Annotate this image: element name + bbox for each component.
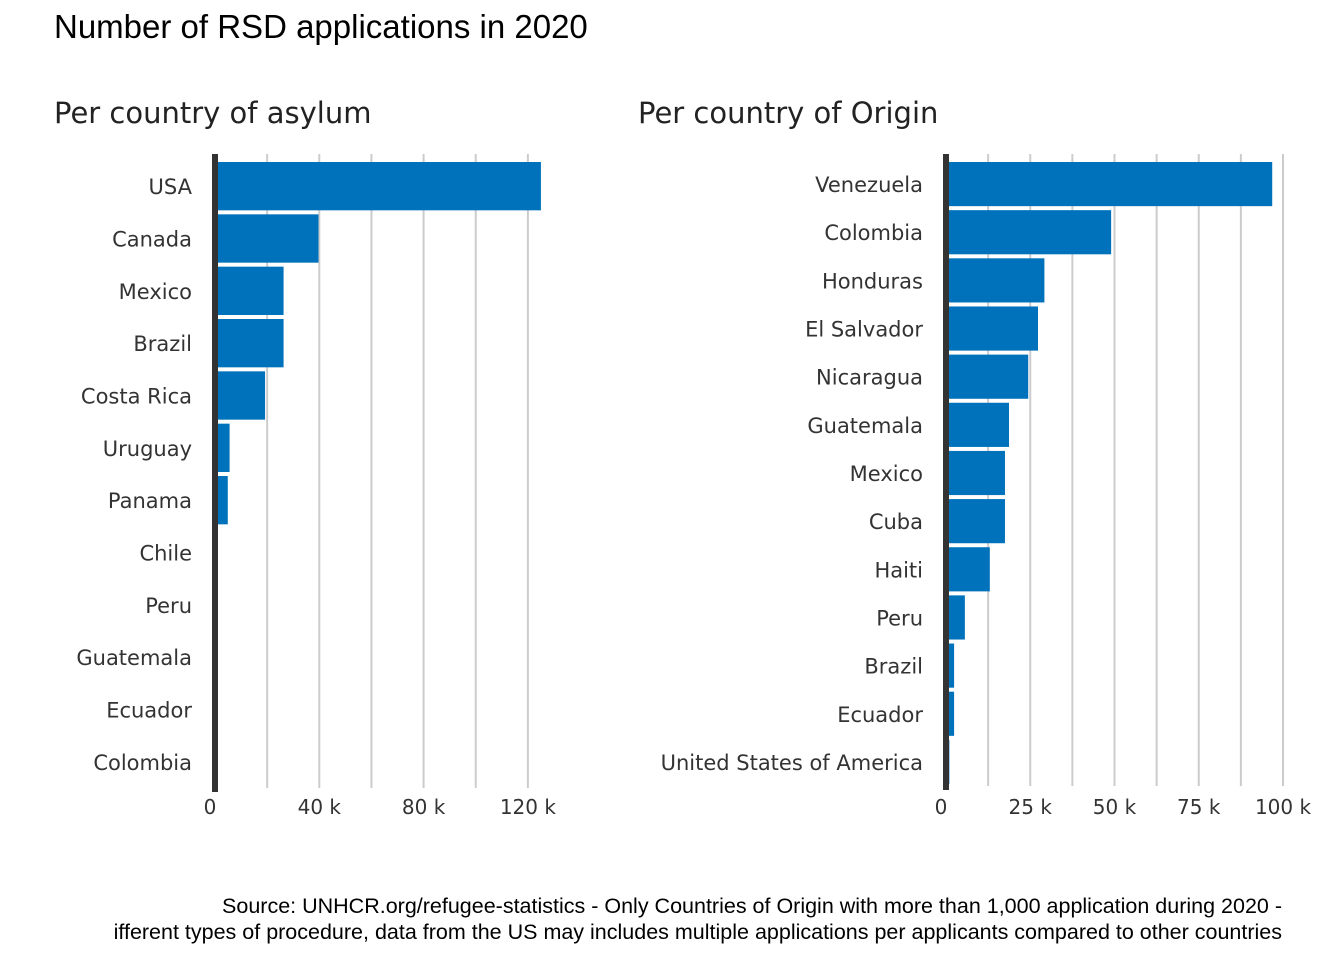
asylum-category-label: Uruguay bbox=[103, 437, 192, 461]
origin-category-label: Honduras bbox=[822, 269, 923, 293]
origin-bar-honduras bbox=[946, 258, 1045, 303]
origin-category-label: Brazil bbox=[864, 655, 923, 679]
origin-bar-guatemala bbox=[946, 402, 1010, 447]
caption-line-2: ifferent types of procedure, data from t… bbox=[113, 920, 1282, 944]
origin-tick-label: 0 bbox=[935, 795, 948, 819]
asylum-category-label: Peru bbox=[145, 594, 192, 618]
origin-category-label: Ecuador bbox=[837, 703, 923, 727]
panel-title-asylum: Per country of asylum bbox=[54, 96, 372, 130]
asylum-bar-canada bbox=[215, 214, 319, 263]
origin-bar-el-salvador bbox=[946, 306, 1039, 351]
asylum-bar-costa-rica bbox=[215, 371, 266, 420]
origin-tick-label: 25 k bbox=[1009, 795, 1053, 819]
origin-chart: Venezuela Colombia Honduras El Salvador Nica… bbox=[661, 154, 1312, 819]
origin-tick-label: 50 k bbox=[1093, 795, 1137, 819]
origin-category-label: United States of America bbox=[661, 751, 923, 775]
origin-bar-ecuador bbox=[946, 691, 955, 736]
origin-tick-label: 75 k bbox=[1177, 795, 1221, 819]
origin-bar-colombia bbox=[946, 210, 1112, 255]
origin-bar-peru bbox=[946, 595, 965, 640]
asylum-category-label: Panama bbox=[108, 489, 192, 513]
origin-category-label: Guatemala bbox=[807, 414, 923, 438]
source-caption: Source: UNHCR.org/refugee-statistics - O… bbox=[0, 893, 1282, 945]
origin-bar-venezuela bbox=[946, 162, 1273, 207]
asylum-category-label: Brazil bbox=[133, 332, 192, 356]
asylum-bar-panama bbox=[215, 476, 228, 525]
origin-category-label: Cuba bbox=[869, 510, 923, 534]
origin-category-label: Peru bbox=[876, 606, 923, 630]
asylum-tick-label: 0 bbox=[204, 795, 217, 819]
asylum-category-label: Mexico bbox=[119, 280, 192, 304]
origin-category-label: Venezuela bbox=[815, 173, 923, 197]
origin-category-label: Haiti bbox=[874, 558, 923, 582]
caption-line-1: Source: UNHCR.org/refugee-statistics - O… bbox=[222, 894, 1282, 918]
chart-title: Number of RSD applications in 2020 bbox=[54, 8, 588, 45]
asylum-category-label: Chile bbox=[139, 542, 192, 566]
asylum-category-label: Colombia bbox=[93, 751, 192, 775]
origin-tick-label: 100 k bbox=[1255, 795, 1312, 819]
asylum-category-label: Canada bbox=[112, 228, 192, 252]
asylum-bar-uruguay bbox=[215, 423, 230, 472]
asylum-bar-usa bbox=[215, 162, 541, 211]
origin-bar-mexico bbox=[946, 450, 1005, 496]
origin-category-label: Mexico bbox=[850, 462, 923, 486]
asylum-tick-label: 40 k bbox=[298, 795, 342, 819]
origin-category-label: El Salvador bbox=[805, 318, 923, 342]
asylum-chart: USA Canada Mexico Brazil Costa Rica Uruguay Pa… bbox=[76, 154, 556, 819]
origin-bar-cuba bbox=[946, 499, 1005, 544]
asylum-tick-label: 80 k bbox=[402, 795, 446, 819]
asylum-bar-brazil bbox=[215, 319, 284, 368]
origin-category-label: Colombia bbox=[824, 221, 923, 245]
origin-bar-nicaragua bbox=[946, 354, 1029, 399]
asylum-tick-label: 120 k bbox=[500, 795, 557, 819]
asylum-category-label: Guatemala bbox=[76, 646, 192, 670]
panel-title-origin: Per country of Origin bbox=[638, 96, 939, 130]
asylum-category-label: Ecuador bbox=[106, 699, 192, 723]
asylum-category-label: USA bbox=[149, 175, 193, 199]
origin-category-label: Nicaragua bbox=[816, 366, 923, 390]
asylum-bar-mexico bbox=[215, 266, 284, 315]
origin-bar-haiti bbox=[946, 547, 990, 592]
origin-bar-brazil bbox=[946, 643, 955, 688]
asylum-category-label: Costa Rica bbox=[81, 385, 192, 409]
